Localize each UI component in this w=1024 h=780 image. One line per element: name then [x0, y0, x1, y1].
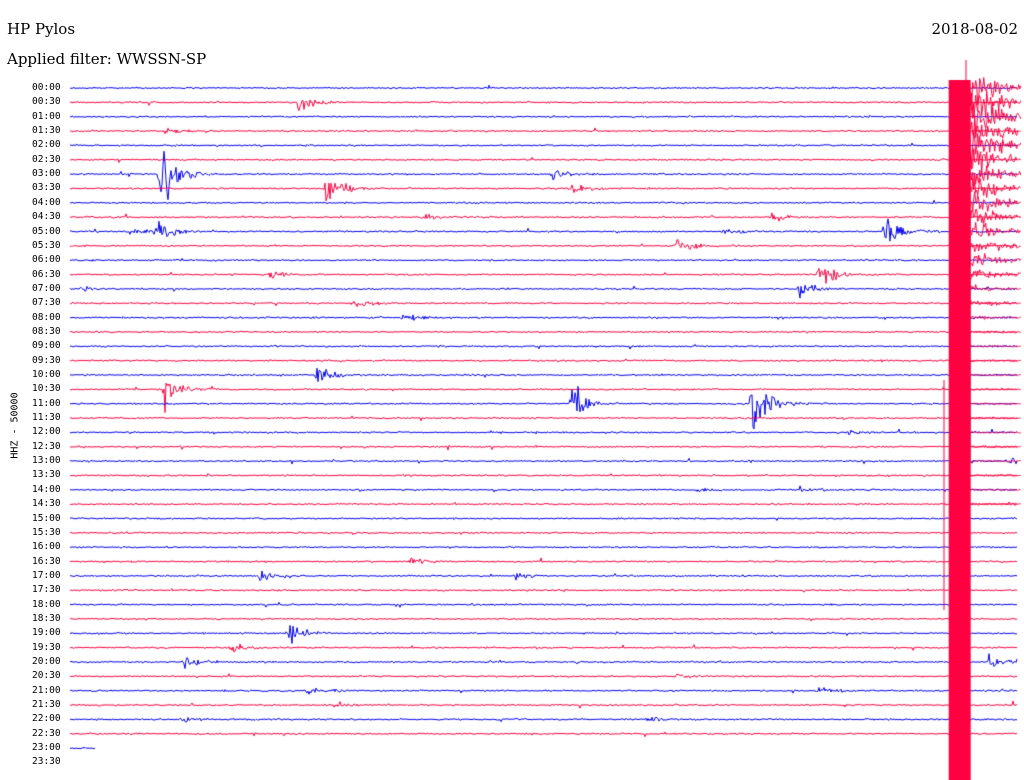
row-label: 00:00	[32, 82, 61, 93]
row-label: 07:30	[32, 297, 61, 309]
row-label: 02:00	[32, 139, 61, 151]
station-title: HP Pylos	[7, 20, 76, 38]
row-label: 13:30	[32, 469, 61, 481]
row-label: 06:30	[32, 268, 61, 280]
row-label: 18:30	[32, 612, 61, 624]
row-label: 16:00	[32, 541, 61, 553]
row-label: 16:30	[32, 555, 61, 567]
row-label: 01:00	[32, 110, 61, 122]
row-label: 03:00	[32, 168, 61, 180]
row-label: 19:30	[32, 641, 61, 653]
row-label: 04:30	[32, 211, 61, 223]
row-label: 19:00	[32, 627, 61, 639]
row-label: 12:00	[32, 426, 61, 438]
date-label: 2018-08-02	[931, 20, 1018, 38]
row-label: 06:00	[32, 254, 61, 266]
row-label: 21:30	[32, 699, 61, 711]
row-label: 22:30	[32, 727, 61, 739]
row-label: 13:00	[32, 455, 61, 467]
row-label: 21:00	[32, 684, 61, 696]
row-label: 05:30	[32, 239, 61, 251]
row-label: 07:00	[32, 282, 61, 294]
row-label: 15:00	[32, 512, 61, 524]
row-label: 11:00	[32, 397, 61, 409]
row-label: 17:00	[32, 569, 61, 581]
row-label: 17:30	[32, 584, 61, 596]
row-label: 14:30	[32, 498, 61, 510]
row-label: 20:30	[32, 670, 61, 682]
row-label: 03:30	[32, 182, 61, 194]
row-label: 09:30	[32, 354, 61, 366]
row-label: 11:30	[32, 412, 61, 424]
row-label: 15:30	[32, 526, 61, 538]
row-label: 20:00	[32, 656, 61, 667]
row-label: 08:30	[32, 325, 61, 337]
row-label: 14:00	[32, 483, 61, 495]
row-label: 08:00	[32, 311, 61, 323]
row-label: 22:00	[32, 713, 61, 725]
row-label: 10:30	[32, 383, 61, 395]
row-label: 10:00	[32, 369, 61, 380]
row-label: 09:00	[32, 340, 61, 352]
row-label: 18:00	[32, 598, 61, 610]
row-label: 00:30	[32, 96, 61, 108]
filter-label: Applied filter: WWSSN-SP	[7, 50, 207, 68]
row-label: 23:00	[32, 742, 61, 754]
row-label: 12:30	[32, 440, 61, 452]
row-label: 01:30	[32, 125, 61, 137]
y-axis-label: HHZ - 50000	[9, 392, 21, 459]
row-label: 04:00	[32, 196, 61, 208]
row-label: 02:30	[32, 153, 61, 165]
row-label: 05:00	[32, 225, 61, 237]
row-label: 23:30	[32, 756, 61, 768]
